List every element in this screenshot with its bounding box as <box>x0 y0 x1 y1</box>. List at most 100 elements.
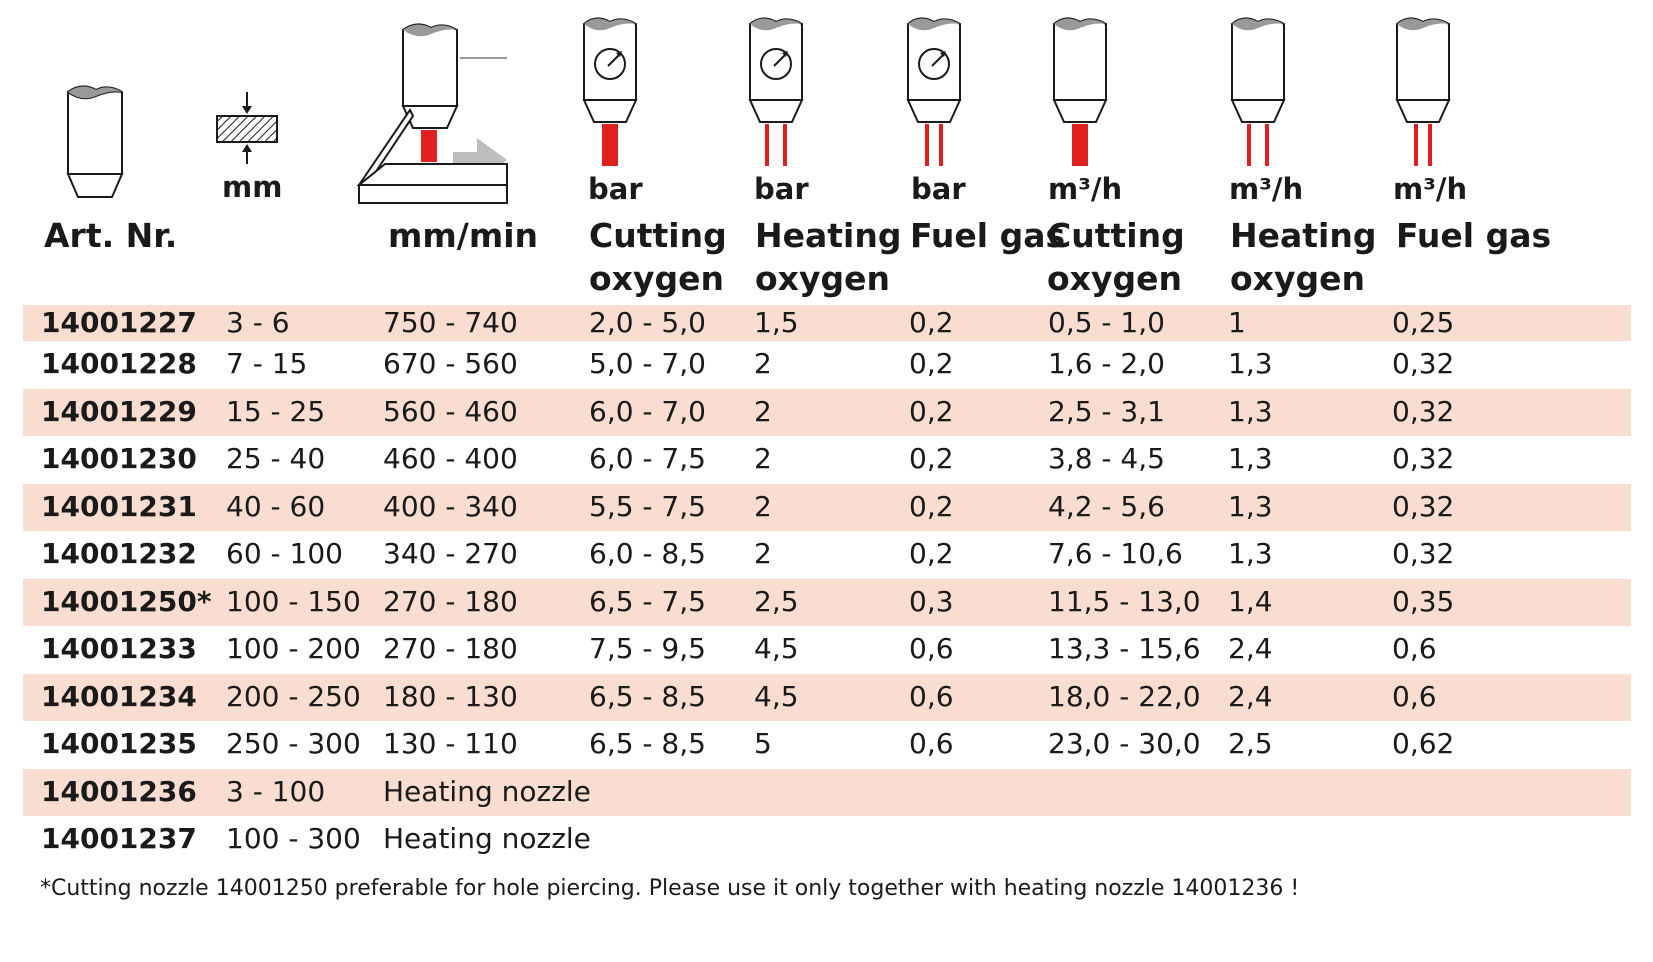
cell-cutting-oxygen-flow: 2,5 - 3,1 <box>1048 394 1165 428</box>
cell-fuel-gas-bar: 0,2 <box>909 394 954 428</box>
flow-cutting-oxygen-icon <box>1052 17 1108 166</box>
cell-cutting-oxygen-bar: 6,5 - 8,5 <box>589 727 706 760</box>
cell-heating-oxygen-flow: 2,4 <box>1228 679 1273 713</box>
header-cutting-oxygen-pressure: Cutting oxygen <box>589 216 727 298</box>
cell-speed: 400 - 340 <box>383 489 518 523</box>
cell-fuel-gas-flow: 0,32 <box>1392 537 1455 570</box>
cell-cutting-oxygen-flow: 18,0 - 22,0 <box>1048 679 1201 713</box>
cell-art-nr: 14001234 <box>41 679 197 713</box>
cell-fuel-gas-flow: 0,32 <box>1392 442 1455 475</box>
cell-heating-oxygen-bar: 4,5 <box>754 632 799 665</box>
cell-art-nr: 14001233 <box>41 632 197 665</box>
header-fuel-gas-flow: Fuel gas <box>1396 216 1552 255</box>
cell-thickness: 100 - 300 <box>226 822 361 855</box>
cell-cutting-oxygen-bar: 6,0 - 8,5 <box>589 537 706 570</box>
cell-fuel-gas-bar: 0,6 <box>909 632 954 665</box>
cell-art-nr: 14001230 <box>41 442 197 475</box>
flow-fuel-gas-icon <box>1395 17 1451 166</box>
table-row: 14001229 15 - 25 560 - 460 6,0 - 7,0 2 0,2 2,5… <box>23 388 1631 436</box>
cell-thickness: 40 - 60 <box>226 489 326 523</box>
header-heating-oxygen-pressure: Heating oxygen <box>755 216 902 298</box>
gauge-fuel-gas-icon <box>906 17 962 166</box>
table-row: 14001227 3 - 6 750 - 740 2,0 - 5,0 1,5 0,2 0,5… <box>23 305 1631 341</box>
cell-speed: Heating nozzle <box>383 774 591 808</box>
cell-fuel-gas-flow: 0,32 <box>1392 489 1455 523</box>
cell-speed: 270 - 180 <box>383 632 518 665</box>
cell-fuel-gas-flow: 0,25 <box>1392 306 1455 339</box>
cell-heating-oxygen-bar: 2 <box>754 347 772 380</box>
cell-thickness: 7 - 15 <box>226 347 308 380</box>
cell-art-nr: 14001235 <box>41 727 197 760</box>
cell-art-nr: 14001232 <box>41 537 197 570</box>
cell-thickness: 15 - 25 <box>226 394 326 428</box>
cell-heating-oxygen-bar: 2,5 <box>754 584 799 618</box>
cell-cutting-oxygen-flow: 1,6 - 2,0 <box>1048 347 1165 380</box>
cell-fuel-gas-flow: 0,6 <box>1392 679 1437 713</box>
cell-heating-oxygen-flow: 1,3 <box>1228 442 1273 475</box>
cell-thickness: 25 - 40 <box>226 442 326 475</box>
cell-fuel-gas-bar: 0,6 <box>909 679 954 713</box>
cell-art-nr: 14001231 <box>41 489 197 523</box>
cell-art-nr: 14001237 <box>41 822 197 855</box>
cell-thickness: 100 - 200 <box>226 632 361 665</box>
unit-cutting-oxygen-flow: m³/h <box>1048 172 1123 206</box>
cell-heating-oxygen-bar: 5 <box>754 727 772 760</box>
table-row: 14001235 250 - 300 130 - 110 6,5 - 8,5 5 0,6 2… <box>23 721 1631 769</box>
cell-thickness: 3 - 100 <box>226 774 326 808</box>
cell-heating-oxygen-bar: 2 <box>754 442 772 475</box>
cell-fuel-gas-flow: 0,62 <box>1392 727 1455 760</box>
cell-thickness: 3 - 6 <box>226 306 290 339</box>
table-row: 14001228 7 - 15 670 - 560 5,0 - 7,0 2 0,2 1,6 … <box>23 341 1631 389</box>
cutting-machine-icon <box>356 23 508 204</box>
cell-fuel-gas-flow: 0,6 <box>1392 632 1437 665</box>
cell-fuel-gas-flow: 0,35 <box>1392 584 1455 618</box>
cell-art-nr: 14001229 <box>41 394 197 428</box>
unit-heating-oxygen-pressure: bar <box>754 172 809 206</box>
unit-heating-oxygen-flow: m³/h <box>1229 172 1304 206</box>
table-row: 14001230 25 - 40 460 - 400 6,0 - 7,5 2 0,2 3,8… <box>23 436 1631 484</box>
cell-fuel-gas-bar: 0,2 <box>909 489 954 523</box>
cell-heating-oxygen-bar: 1,5 <box>754 306 799 339</box>
cell-heating-oxygen-flow: 1,3 <box>1228 489 1273 523</box>
cell-art-nr: 14001250* <box>41 584 212 618</box>
nozzle-icon <box>66 85 124 198</box>
cell-speed: 340 - 270 <box>383 537 518 570</box>
cell-cutting-oxygen-bar: 2,0 - 5,0 <box>589 306 706 339</box>
cell-fuel-gas-flow: 0,32 <box>1392 347 1455 380</box>
cell-heating-oxygen-flow: 1 <box>1228 306 1246 339</box>
table-row: 14001234 200 - 250 180 - 130 6,5 - 8,5 4,5 0,… <box>23 673 1631 721</box>
cell-cutting-oxygen-flow: 0,5 - 1,0 <box>1048 306 1165 339</box>
cell-cutting-oxygen-flow: 23,0 - 30,0 <box>1048 727 1201 760</box>
cell-speed: 670 - 560 <box>383 347 518 380</box>
cell-fuel-gas-bar: 0,3 <box>909 584 954 618</box>
table-row: 14001232 60 - 100 340 - 270 6,0 - 8,5 2 0,2 7,… <box>23 531 1631 579</box>
cell-heating-oxygen-bar: 4,5 <box>754 679 799 713</box>
nozzle-table-body: 14001227 3 - 6 750 - 740 2,0 - 5,0 1,5 0,2 0,5… <box>23 305 1631 864</box>
header-speed: mm/min <box>388 216 539 255</box>
cell-cutting-oxygen-flow: 11,5 - 13,0 <box>1048 584 1201 618</box>
cell-cutting-oxygen-bar: 6,0 - 7,5 <box>589 442 706 475</box>
cell-cutting-oxygen-flow: 3,8 - 4,5 <box>1048 442 1165 475</box>
cell-heating-oxygen-flow: 1,3 <box>1228 537 1273 570</box>
cell-speed: 270 - 180 <box>383 584 518 618</box>
cell-heating-oxygen-flow: 1,3 <box>1228 347 1273 380</box>
cell-speed: 460 - 400 <box>383 442 518 475</box>
header-art-nr: Art. Nr. <box>44 216 178 255</box>
cell-art-nr: 14001227 <box>41 306 197 339</box>
cell-cutting-oxygen-flow: 4,2 - 5,6 <box>1048 489 1165 523</box>
cell-cutting-oxygen-bar: 6,5 - 7,5 <box>589 584 706 618</box>
cell-cutting-oxygen-flow: 7,6 - 10,6 <box>1048 537 1183 570</box>
table-row: 14001233 100 - 200 270 - 180 7,5 - 9,5 4,5 0,… <box>23 626 1631 674</box>
cell-heating-oxygen-flow: 1,4 <box>1228 584 1273 618</box>
cell-heating-oxygen-bar: 2 <box>754 394 772 428</box>
cell-fuel-gas-bar: 0,2 <box>909 347 954 380</box>
cell-art-nr: 14001228 <box>41 347 197 380</box>
header-heating-oxygen-flow: Heating oxygen <box>1230 216 1377 298</box>
flow-heating-oxygen-icon <box>1230 17 1286 166</box>
gauge-heating-oxygen-icon <box>748 17 804 166</box>
cell-fuel-gas-bar: 0,2 <box>909 306 954 339</box>
cell-cutting-oxygen-bar: 6,0 - 7,0 <box>589 394 706 428</box>
cell-thickness: 100 - 150 <box>226 584 361 618</box>
cell-heating-oxygen-bar: 2 <box>754 537 772 570</box>
header-fuel-gas-pressure: Fuel gas <box>910 216 1066 255</box>
